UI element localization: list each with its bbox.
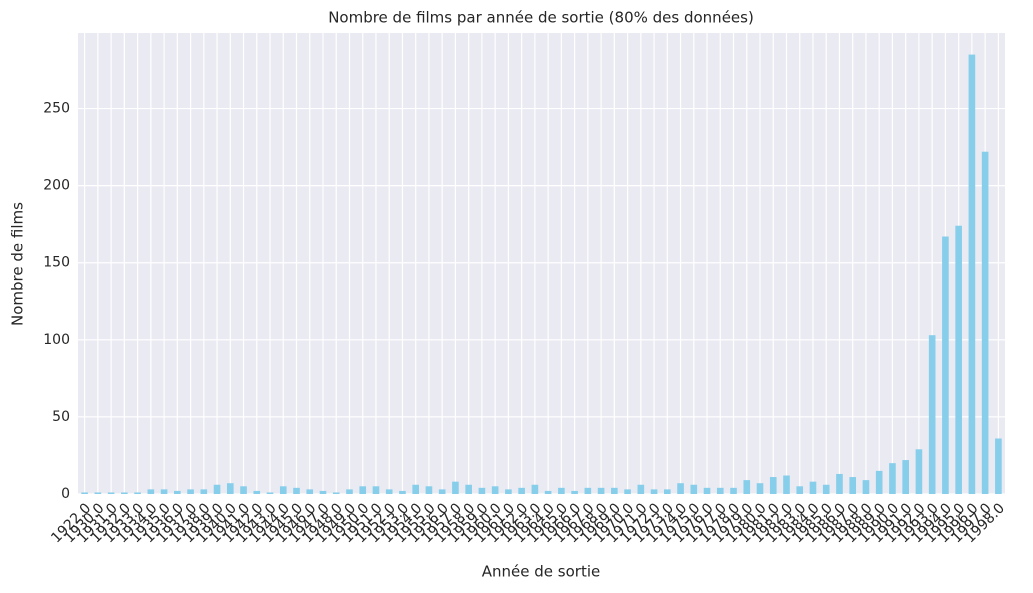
- bar: [121, 492, 128, 494]
- bar: [624, 489, 631, 494]
- bar: [399, 490, 406, 494]
- bar: [491, 486, 499, 494]
- y-tick-label: 0: [61, 486, 70, 502]
- bar: [505, 489, 512, 494]
- bar: [968, 54, 976, 494]
- bar: [849, 477, 857, 494]
- bar: [452, 481, 459, 494]
- bar: [107, 492, 115, 494]
- bar: [147, 489, 155, 494]
- y-tick-label: 250: [43, 101, 70, 117]
- bar: [81, 492, 88, 494]
- bar: [743, 480, 751, 494]
- bar: [637, 484, 645, 494]
- bar: [558, 487, 565, 494]
- bar: [213, 484, 221, 494]
- bar: [332, 492, 340, 494]
- bar: [783, 475, 790, 494]
- bar: [94, 492, 102, 494]
- bar: [478, 487, 486, 494]
- bar: [293, 487, 300, 494]
- bar: [928, 335, 936, 494]
- bar: [650, 489, 658, 494]
- bar: [836, 473, 843, 494]
- bar: [465, 484, 472, 494]
- bar: [200, 489, 208, 494]
- bar: [730, 487, 737, 494]
- bar: [372, 486, 380, 494]
- bar: [756, 483, 764, 494]
- bar: [875, 470, 883, 494]
- bar: [611, 487, 618, 494]
- y-tick-label: 50: [52, 409, 70, 425]
- bar: [703, 487, 711, 494]
- bar: [597, 487, 605, 494]
- bar: [915, 449, 923, 494]
- bar: [796, 486, 804, 494]
- bar: [571, 490, 578, 494]
- bar: [266, 492, 274, 494]
- x-axis-label: Année de sortie: [482, 563, 600, 581]
- bar: [677, 483, 684, 494]
- bar: [134, 492, 141, 494]
- bar: [584, 487, 592, 494]
- bar: [889, 463, 896, 494]
- bar: [174, 490, 181, 494]
- bar: [385, 489, 393, 494]
- bar: [690, 484, 698, 494]
- bar: [544, 490, 552, 494]
- bar: [942, 236, 949, 494]
- bar: [187, 489, 194, 494]
- bar: [425, 486, 433, 494]
- bar: [438, 489, 446, 494]
- bar: [240, 486, 247, 494]
- bar: [822, 484, 830, 494]
- bar: [346, 489, 353, 494]
- bar: [902, 460, 909, 494]
- bar: [518, 487, 525, 494]
- bar: [306, 489, 314, 494]
- chart-title: Nombre de films par année de sortie (80%…: [328, 9, 754, 27]
- bar: [253, 490, 261, 494]
- bar: [160, 489, 168, 494]
- bar: [412, 484, 420, 494]
- bar: [716, 487, 724, 494]
- bar: [769, 477, 777, 494]
- bar: [359, 486, 367, 494]
- y-tick-label: 200: [43, 178, 70, 194]
- bar: [279, 486, 287, 494]
- bar: [663, 489, 671, 494]
- y-axis-label: Nombre de films: [9, 202, 27, 326]
- bar: [226, 483, 234, 494]
- bar: [319, 490, 327, 494]
- bar: [981, 151, 989, 495]
- bar: [995, 438, 1002, 494]
- bar: [955, 225, 962, 494]
- y-tick-label: 150: [43, 255, 70, 271]
- bar: [531, 484, 539, 494]
- bar: [862, 480, 870, 494]
- y-tick-label: 100: [43, 332, 70, 348]
- bar: [809, 481, 817, 494]
